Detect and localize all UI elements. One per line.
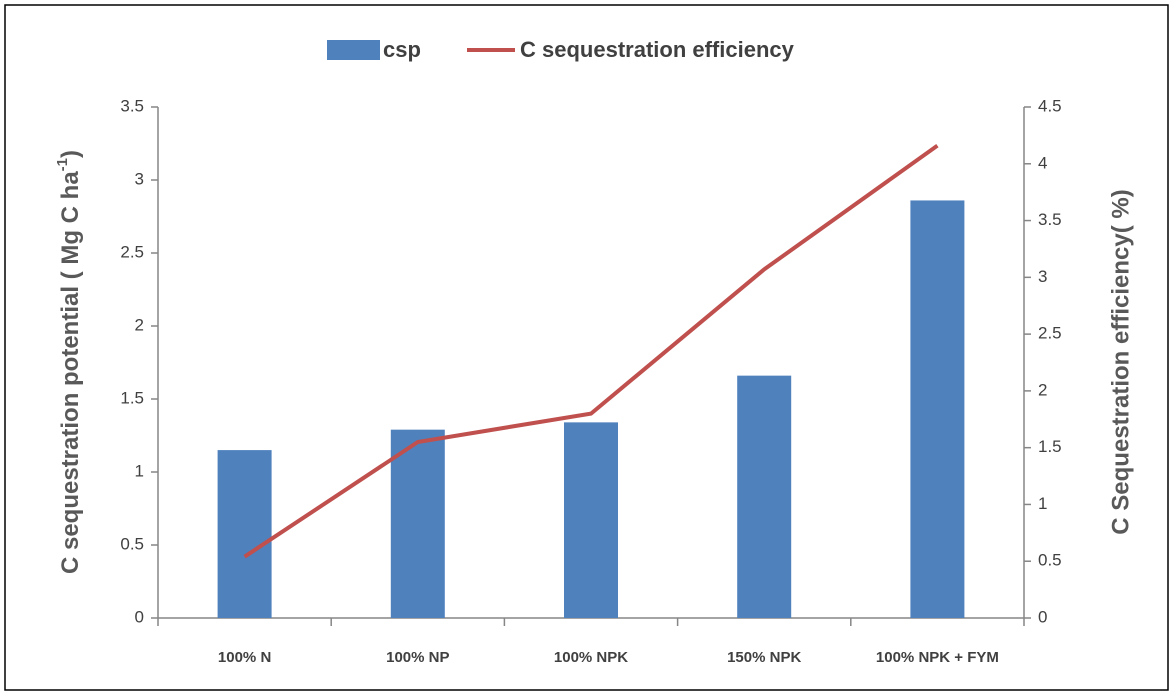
y-axis-title-sup: -1	[54, 158, 71, 171]
y2-tick-label: 2.5	[1038, 324, 1062, 343]
bar	[910, 200, 965, 618]
y-tick-label: 1.5	[120, 388, 144, 407]
x-tick-label: 150% NPK	[727, 649, 801, 666]
legend-label: C sequestration efficiency	[520, 37, 795, 62]
y-tick-label: 0	[135, 607, 144, 626]
line	[243, 143, 939, 559]
bar	[737, 375, 792, 618]
y2-tick-label: 4.5	[1038, 96, 1062, 115]
y2-tick-label: 1.5	[1038, 437, 1062, 456]
x-tick-label: 100% NP	[386, 649, 449, 666]
y2-tick-label: 2	[1038, 380, 1047, 399]
x-tick-label: 100% NPK	[554, 649, 628, 666]
y2-tick-label: 0.5	[1038, 551, 1062, 570]
y2-tick-label: 4	[1038, 153, 1047, 172]
y2-tick-label: 3	[1038, 267, 1047, 286]
y2-tick-label: 0	[1038, 607, 1047, 626]
y2-tick-label: 3.5	[1038, 210, 1062, 229]
x-tick-label: 100% N	[218, 649, 271, 666]
y-tick-label: 1	[135, 461, 144, 480]
bar	[564, 422, 618, 618]
y-tick-label: 3.5	[120, 96, 144, 115]
legend-swatch	[327, 40, 380, 60]
y-axis-title-suffix: )	[57, 150, 84, 158]
y2-tick-label: 1	[1038, 494, 1047, 513]
x-tick-label: 100% NPK + FYM	[876, 649, 999, 666]
legend-label: csp	[383, 37, 421, 62]
bar	[390, 429, 445, 618]
y-axis-title: C sequestration potential ( Mg C ha-1)	[54, 150, 84, 574]
y2-axis-title: C Sequestration efficiency( %)	[1107, 189, 1134, 534]
y-tick-label: 0.5	[120, 534, 144, 553]
y-tick-label: 2.5	[120, 242, 144, 261]
y-tick-label: 3	[135, 169, 144, 188]
y-axis-title-text: C sequestration potential ( Mg C ha	[57, 171, 84, 574]
y-tick-label: 2	[135, 315, 144, 334]
bar	[217, 450, 272, 618]
